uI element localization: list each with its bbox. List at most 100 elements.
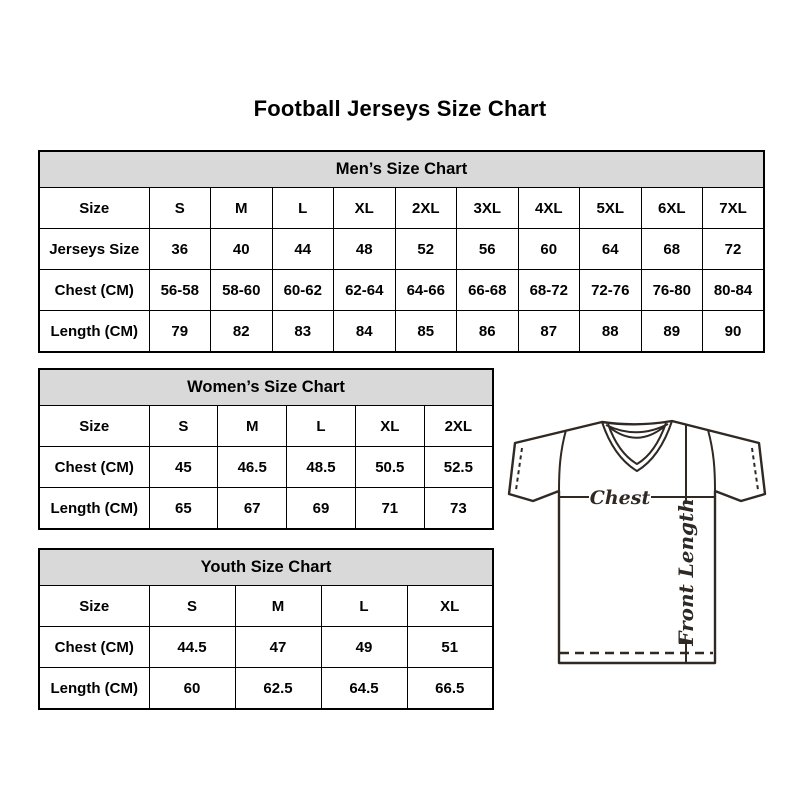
- size-value-cell: L: [320, 585, 408, 627]
- table-row: Length (CM) 65 67 69 71 73: [38, 487, 494, 530]
- mens-size-table: Men’s Size Chart Size S M L XL 2XL 3XL 4XL 5XL 6XL…: [38, 150, 765, 353]
- row-label: Chest (CM): [38, 446, 150, 488]
- table-row: Chest (CM) 44.5 47 49 51: [38, 626, 494, 668]
- size-value-cell: XL: [354, 405, 425, 447]
- front-length-label: Front Length: [674, 498, 698, 647]
- size-value-cell: 48: [333, 228, 396, 270]
- size-value-cell: 69: [286, 487, 356, 530]
- table-row: Size S M L XL 2XL 3XL 4XL 5XL 6XL 7XL: [38, 187, 765, 229]
- size-value-cell: 71: [354, 487, 425, 530]
- size-value-cell: 52.5: [423, 446, 494, 488]
- size-value-cell: 62-64: [333, 269, 396, 311]
- size-value-cell: M: [217, 405, 288, 447]
- table-row: Chest (CM) 56-58 58-60 60-62 62-64 64-66 66-68…: [38, 269, 765, 311]
- page-title: Football Jerseys Size Chart: [253, 96, 547, 121]
- size-value-cell: 88: [579, 310, 642, 353]
- size-value-cell: L: [271, 187, 334, 229]
- table-title: Women’s Size Chart: [38, 368, 494, 406]
- row-label: Jerseys Size: [38, 228, 150, 270]
- collar-back-arc-inner: [608, 425, 666, 439]
- size-value-cell: M: [234, 585, 322, 627]
- size-value-cell: 56: [456, 228, 519, 270]
- size-value-cell: 89: [640, 310, 703, 353]
- size-value-cell: 85: [394, 310, 457, 353]
- table-title: Youth Size Chart: [38, 548, 494, 586]
- row-label: Size: [38, 585, 150, 627]
- size-value-cell: S: [148, 187, 211, 229]
- size-value-cell: 86: [456, 310, 519, 353]
- size-value-cell: 4XL: [517, 187, 580, 229]
- size-value-cell: 6XL: [640, 187, 703, 229]
- size-value-cell: 7XL: [702, 187, 765, 229]
- size-value-cell: 5XL: [579, 187, 642, 229]
- table-title-row: Men’s Size Chart: [38, 150, 765, 188]
- row-label: Size: [38, 405, 150, 447]
- size-value-cell: 51: [406, 626, 494, 668]
- table-row: Size S M L XL 2XL: [38, 405, 494, 447]
- size-value-cell: 73: [423, 487, 494, 530]
- womens-size-table: Women’s Size Chart Size S M L XL 2XL Chest (CM)…: [38, 368, 494, 530]
- size-value-cell: 44: [271, 228, 334, 270]
- size-value-cell: 87: [517, 310, 580, 353]
- size-value-cell: 68-72: [517, 269, 580, 311]
- size-value-cell: XL: [406, 585, 494, 627]
- youth-size-table: Youth Size Chart Size S M L XL Chest (CM) 44.5 4…: [38, 548, 494, 710]
- size-value-cell: 68: [640, 228, 703, 270]
- size-value-cell: 84: [333, 310, 396, 353]
- table-row: Size S M L XL: [38, 585, 494, 627]
- size-value-cell: 48.5: [286, 446, 356, 488]
- size-value-cell: 60-62: [271, 269, 334, 311]
- size-value-cell: M: [210, 187, 273, 229]
- size-value-cell: 49: [320, 626, 408, 668]
- vneck-inner-line: [607, 422, 667, 465]
- size-value-cell: 72-76: [579, 269, 642, 311]
- table-row: Chest (CM) 45 46.5 48.5 50.5 52.5: [38, 446, 494, 488]
- row-label: Length (CM): [38, 310, 150, 353]
- table-row: Length (CM) 79 82 83 84 85 86 87 88 89 90: [38, 310, 765, 353]
- size-value-cell: 60: [148, 667, 236, 710]
- jersey-measurement-diagram: Chest Front Length: [502, 400, 784, 695]
- size-value-cell: 76-80: [640, 269, 703, 311]
- size-value-cell: 50.5: [354, 446, 425, 488]
- size-value-cell: 58-60: [210, 269, 273, 311]
- size-value-cell: XL: [333, 187, 396, 229]
- table-title: Men’s Size Chart: [38, 150, 765, 188]
- vneck-outer-line: [601, 420, 673, 472]
- size-value-cell: 46.5: [217, 446, 288, 488]
- right-armhole-seam: [707, 429, 716, 492]
- left-armhole-seam: [558, 429, 567, 492]
- size-value-cell: 52: [394, 228, 457, 270]
- size-value-cell: 67: [217, 487, 288, 530]
- row-label: Chest (CM): [38, 269, 150, 311]
- size-value-cell: 2XL: [423, 405, 494, 447]
- size-value-cell: L: [286, 405, 356, 447]
- table-title-row: Women’s Size Chart: [38, 368, 494, 406]
- size-value-cell: 64.5: [320, 667, 408, 710]
- chest-label: Chest: [590, 487, 651, 509]
- size-value-cell: 2XL: [394, 187, 457, 229]
- size-value-cell: 3XL: [456, 187, 519, 229]
- size-value-cell: 45: [148, 446, 219, 488]
- row-label: Length (CM): [38, 487, 150, 530]
- size-value-cell: 90: [702, 310, 765, 353]
- collar-back-arc-outer: [605, 423, 669, 434]
- size-value-cell: 83: [271, 310, 334, 353]
- size-value-cell: 79: [148, 310, 211, 353]
- size-value-cell: 72: [702, 228, 765, 270]
- size-value-cell: 82: [210, 310, 273, 353]
- size-value-cell: 64: [579, 228, 642, 270]
- table-row: Jerseys Size 36 40 44 48 52 56 60 64 68 72: [38, 228, 765, 270]
- size-value-cell: 80-84: [702, 269, 765, 311]
- size-value-cell: S: [148, 405, 219, 447]
- table-row: Length (CM) 60 62.5 64.5 66.5: [38, 667, 494, 710]
- jersey-outline-icon: [507, 419, 767, 665]
- row-label: Size: [38, 187, 150, 229]
- row-label: Chest (CM): [38, 626, 150, 668]
- size-value-cell: 40: [210, 228, 273, 270]
- row-label: Length (CM): [38, 667, 150, 710]
- size-value-cell: 44.5: [148, 626, 236, 668]
- size-value-cell: 65: [148, 487, 219, 530]
- size-value-cell: 64-66: [394, 269, 457, 311]
- size-value-cell: 60: [517, 228, 580, 270]
- table-title-row: Youth Size Chart: [38, 548, 494, 586]
